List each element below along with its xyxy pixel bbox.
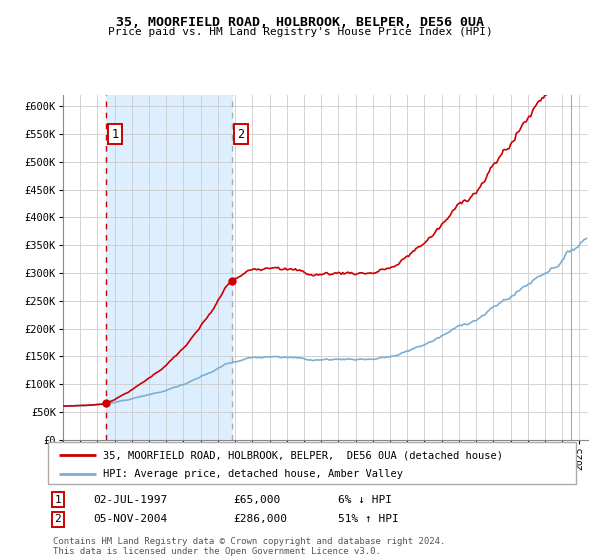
Text: £65,000: £65,000	[233, 495, 280, 505]
Text: Price paid vs. HM Land Registry's House Price Index (HPI): Price paid vs. HM Land Registry's House …	[107, 27, 493, 37]
Text: 51% ↑ HPI: 51% ↑ HPI	[338, 515, 399, 524]
FancyBboxPatch shape	[48, 442, 576, 484]
Text: Contains HM Land Registry data © Crown copyright and database right 2024.
This d: Contains HM Land Registry data © Crown c…	[53, 537, 446, 557]
Text: HPI: Average price, detached house, Amber Valley: HPI: Average price, detached house, Ambe…	[103, 469, 403, 479]
Text: £286,000: £286,000	[233, 515, 287, 524]
Text: 1: 1	[55, 495, 61, 505]
Text: 1: 1	[111, 128, 118, 141]
Text: 6% ↓ HPI: 6% ↓ HPI	[338, 495, 392, 505]
Text: 2: 2	[238, 128, 245, 141]
Bar	[571, 95, 588, 440]
Text: 35, MOORFIELD ROAD, HOLBROOK, BELPER,  DE56 0UA (detached house): 35, MOORFIELD ROAD, HOLBROOK, BELPER, DE…	[103, 450, 503, 460]
Bar	[106, 95, 232, 440]
Text: 2: 2	[55, 515, 61, 524]
Text: 02-JUL-1997: 02-JUL-1997	[93, 495, 167, 505]
Text: 05-NOV-2004: 05-NOV-2004	[93, 515, 167, 524]
Text: 35, MOORFIELD ROAD, HOLBROOK, BELPER, DE56 0UA: 35, MOORFIELD ROAD, HOLBROOK, BELPER, DE…	[116, 16, 484, 29]
